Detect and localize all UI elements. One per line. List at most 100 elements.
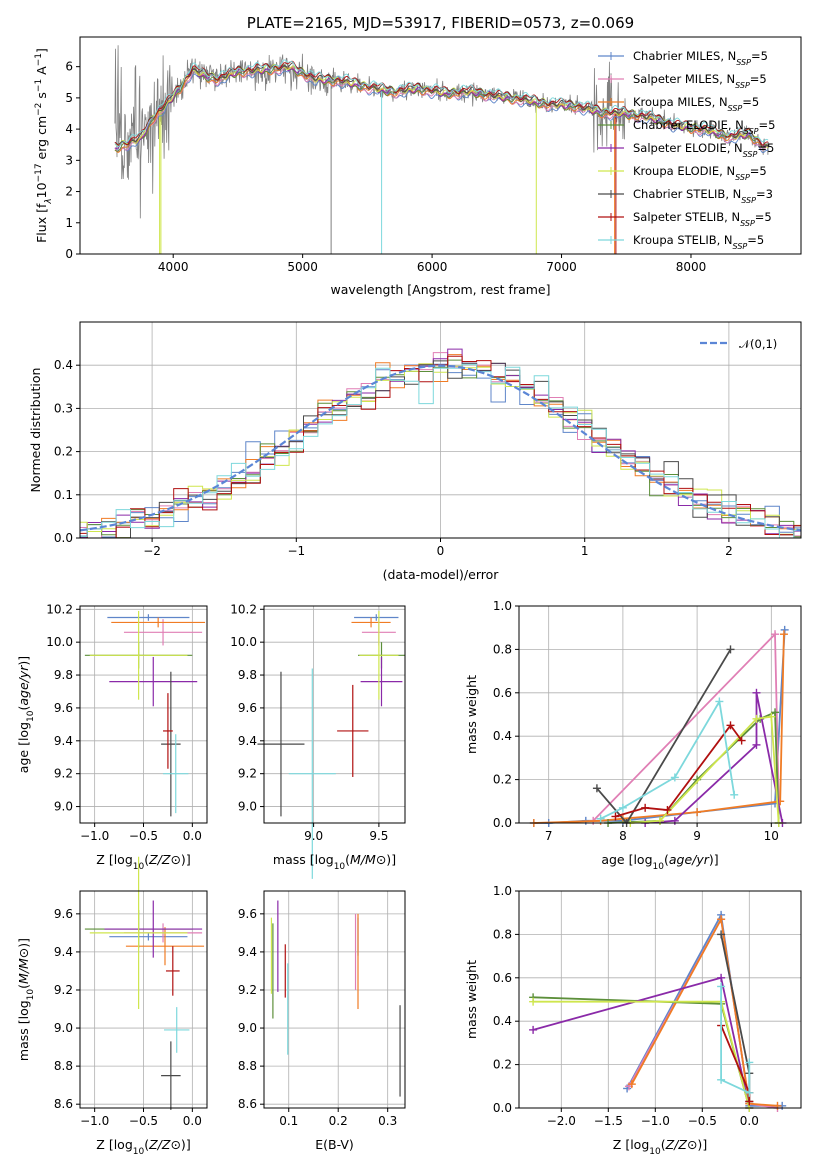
y-tick-label: 1 <box>65 216 73 230</box>
label-part: ( <box>16 984 31 989</box>
y-tick-label: 8.8 <box>54 1059 73 1073</box>
label-part: λ <box>44 198 54 204</box>
x-tick-label: 0.2 <box>329 1114 348 1128</box>
axes-age-vs-Z: −1.0 −0.5 0.0 9.0 9.2 9.4 9.6 9.8 10.0 10.2 <box>46 602 207 843</box>
weight-line-kroupa-stelib <box>720 986 751 1095</box>
legend-suffix: =5 <box>755 210 772 224</box>
x-tick-label: −0.5 <box>129 829 158 843</box>
label-part: ) <box>16 943 31 948</box>
age-vs-Z-xlabel: Z [log10(Z/Z⊙)] <box>96 852 190 872</box>
legend-suffix: =5 <box>750 72 767 86</box>
label-part: Z/Z⊙ <box>148 852 181 867</box>
label-part: −1 <box>34 79 44 92</box>
x-tick-label: −2.0 <box>547 1114 576 1128</box>
histograms <box>80 348 801 538</box>
y-tick-label: 0.8 <box>493 927 512 941</box>
label-part: ( <box>661 1137 666 1152</box>
x-tick-label: 0.1 <box>279 1114 298 1128</box>
label-part: ] <box>16 938 31 943</box>
label-part: age [log <box>601 852 652 867</box>
label-part: s <box>34 92 49 103</box>
legend-label: Chabrier ELODIE, NSSP=5 <box>633 118 775 136</box>
weight-line-chabrier-miles <box>533 629 786 824</box>
histogram-kroupa-stelib <box>80 363 801 538</box>
x-tick-label: −1.0 <box>80 1114 109 1128</box>
x-tick-label: 5000 <box>287 260 318 274</box>
label-part: −2 <box>34 103 44 116</box>
y-tick-label: 9.8 <box>238 668 257 682</box>
label-part: 10 <box>649 1147 661 1157</box>
age-vs-Z-ylabel: age [log10(age/yr)] <box>16 656 36 773</box>
x-tick-label: 10 <box>764 829 779 843</box>
y-tick-label: 9.0 <box>238 800 257 814</box>
legend-suffix: =3 <box>756 187 773 201</box>
y-tick-label: 9.6 <box>54 701 73 715</box>
y-tick-label: 0 <box>65 247 73 261</box>
label-part: 10 <box>26 989 36 1001</box>
histogram-salpeter-stelib <box>80 355 801 538</box>
legend-sub: SSP <box>735 173 750 182</box>
x-tick-label: 0.3 <box>378 1114 397 1128</box>
legend-sub: SSP <box>735 81 750 90</box>
legend-text: Kroupa STELIB, N <box>633 233 733 247</box>
mass-weight-vs-Z-xlabel: Z [log10(Z/Z⊙)] <box>613 1137 707 1157</box>
label-part: ( <box>144 1137 149 1152</box>
y-tick-label: 1.0 <box>493 884 512 898</box>
legend-label: Kroupa STELIB, NSSP=5 <box>633 233 764 251</box>
y-tick-label: 2 <box>65 185 73 199</box>
histogram-chabrier-stelib <box>80 360 801 538</box>
residuals-ylabel: Normed distribution <box>28 368 43 493</box>
spectrum-frame <box>79 36 802 255</box>
weight-line-salpeter-elodie <box>532 976 751 1109</box>
x-tick-label: −2 <box>143 544 161 558</box>
weight-lines-mass-weight-vs-Z <box>529 910 787 1112</box>
legend-label: Chabrier STELIB, NSSP=3 <box>633 187 773 205</box>
x-tick-label: −0.5 <box>688 1114 717 1128</box>
legend-sub: SSP <box>743 150 758 159</box>
y-tick-label: 1.0 <box>493 599 512 613</box>
model-spectrum-kroupa-stelib <box>114 59 769 147</box>
y-tick-label: 0.4 <box>493 1014 512 1028</box>
spectrum-lines <box>114 45 769 254</box>
legend-sub: SSP <box>733 242 748 251</box>
weight-line-chabrier-elodie <box>533 996 751 1109</box>
label-part: ] <box>186 1137 191 1152</box>
y-tick-label: 0.2 <box>54 445 73 459</box>
legend-suffix: =5 <box>751 49 768 63</box>
label-part: ) <box>181 852 186 867</box>
label-part: ( <box>345 852 350 867</box>
mass-weight-vs-Z-ylabel: mass weight <box>464 960 479 1039</box>
legend-suffix: =5 <box>757 141 774 155</box>
weight-line-kroupa-miles <box>533 634 785 824</box>
legend-sub: SSP <box>728 104 743 113</box>
x-tick-label: 0.0 <box>183 829 202 843</box>
x-tick-label: 2 <box>725 544 733 558</box>
legend-text: Kroupa ELODIE, N <box>633 164 735 178</box>
x-tick-label: 9 <box>693 829 701 843</box>
y-tick-label: 4 <box>65 122 73 136</box>
axes-spectrum: 4000 5000 6000 7000 8000 0 1 2 3 4 5 6 <box>65 60 706 274</box>
mass-vs-Z-frame <box>79 890 208 1109</box>
y-tick-label: 0.0 <box>54 531 73 545</box>
legend-suffix: =5 <box>742 95 759 109</box>
label-part: 10 <box>653 862 665 872</box>
y-tick-label: 0.6 <box>493 686 512 700</box>
legend-sub: SSP <box>744 127 759 136</box>
label-part: Flux [f <box>34 203 49 243</box>
label-part: Z/Z⊙ <box>148 1137 181 1152</box>
label-part: Z [log <box>96 1137 132 1152</box>
y-tick-label: 9.2 <box>54 767 73 781</box>
y-tick-label: 3 <box>65 153 73 167</box>
axes-mass-vs-EBV: 0.1 0.2 0.3 8.6 8.8 9.0 9.2 9.4 9.6 <box>238 891 405 1128</box>
age-vs-mass-frame <box>263 605 406 824</box>
x-tick-label: 9.0 <box>304 829 323 843</box>
mass-vs-Z-ylabel: mass [log10(M/M⊙)] <box>16 938 36 1061</box>
mass-vs-EBV-xlabel: E(B-V) <box>315 1137 354 1152</box>
label-part: age/yr <box>16 665 31 706</box>
label-part: age/yr <box>669 852 710 867</box>
mass-vs-EBV-frame <box>263 890 406 1109</box>
x-tick-label: −1.0 <box>80 829 109 843</box>
weight-line-chabrier-miles <box>626 912 783 1107</box>
legend-text: Chabrier STELIB, N <box>633 187 741 201</box>
